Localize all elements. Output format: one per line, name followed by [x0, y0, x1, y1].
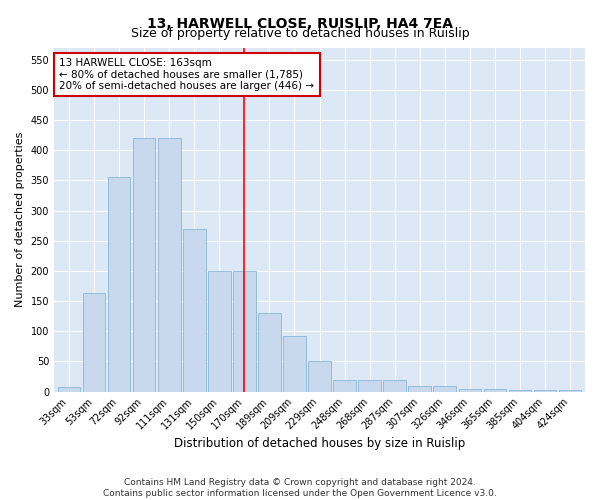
Bar	[333, 380, 356, 392]
Bar	[484, 388, 506, 392]
Bar	[409, 386, 431, 392]
Text: 13 HARWELL CLOSE: 163sqm
← 80% of detached houses are smaller (1,785)
20% of sem: 13 HARWELL CLOSE: 163sqm ← 80% of detach…	[59, 58, 314, 91]
Bar	[133, 138, 155, 392]
Y-axis label: Number of detached properties: Number of detached properties	[15, 132, 25, 308]
Bar	[208, 271, 230, 392]
Bar	[509, 390, 531, 392]
X-axis label: Distribution of detached houses by size in Ruislip: Distribution of detached houses by size …	[174, 437, 465, 450]
Bar	[383, 380, 406, 392]
Bar	[433, 386, 456, 392]
Bar	[559, 390, 581, 392]
Bar	[83, 293, 106, 392]
Text: Contains HM Land Registry data © Crown copyright and database right 2024.
Contai: Contains HM Land Registry data © Crown c…	[103, 478, 497, 498]
Bar	[233, 271, 256, 392]
Bar	[358, 380, 381, 392]
Bar	[183, 228, 206, 392]
Bar	[158, 138, 181, 392]
Bar	[58, 387, 80, 392]
Text: 13, HARWELL CLOSE, RUISLIP, HA4 7EA: 13, HARWELL CLOSE, RUISLIP, HA4 7EA	[147, 18, 453, 32]
Bar	[458, 388, 481, 392]
Bar	[258, 313, 281, 392]
Bar	[283, 336, 306, 392]
Text: Size of property relative to detached houses in Ruislip: Size of property relative to detached ho…	[131, 28, 469, 40]
Bar	[108, 178, 130, 392]
Bar	[308, 362, 331, 392]
Bar	[533, 390, 556, 392]
